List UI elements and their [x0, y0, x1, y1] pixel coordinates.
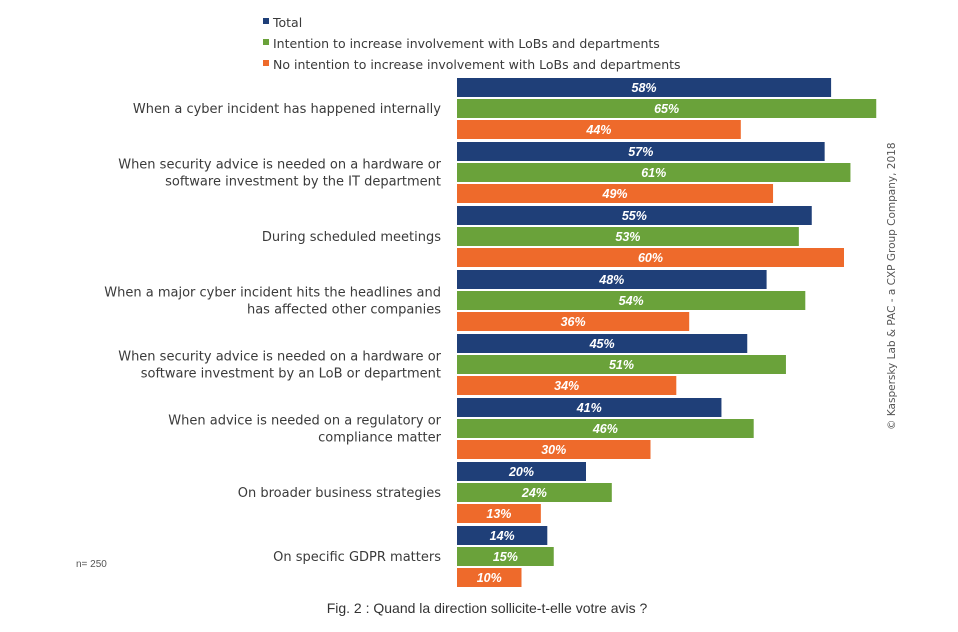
bar-4-1: [457, 355, 786, 374]
category-label-4-0: When security advice is needed on a hard…: [118, 350, 441, 365]
bar-value-2-0: 55%: [622, 209, 647, 223]
bar-value-0-0: 58%: [632, 81, 657, 95]
bar-value-2-2: 60%: [638, 251, 663, 265]
bar-value-5-1: 46%: [592, 422, 618, 436]
category-label-1-0: When security advice is needed on a hard…: [118, 158, 441, 173]
legend-swatch-2: [263, 60, 269, 66]
category-label-7-0: On specific GDPR matters: [273, 550, 441, 565]
bar-6-0: [457, 462, 586, 481]
bar-value-1-2: 49%: [602, 187, 628, 201]
legend-label-1: Intention to increase involvement with L…: [273, 36, 660, 51]
bar-4-0: [457, 334, 748, 353]
bar-3-2: [457, 312, 690, 331]
bar-value-3-1: 54%: [619, 294, 644, 308]
category-label-4-1: software investment by an LoB or departm…: [141, 367, 441, 382]
bar-value-3-2: 36%: [561, 315, 586, 329]
bar-value-7-2: 10%: [477, 571, 502, 585]
bar-4-2: [457, 376, 677, 395]
bar-value-0-1: 65%: [654, 102, 679, 116]
bar-2-2: [457, 248, 844, 267]
bar-value-7-0: 14%: [490, 529, 515, 543]
legend-label-0: Total: [272, 15, 302, 30]
bar-value-4-2: 34%: [554, 379, 579, 393]
bar-3-0: [457, 270, 767, 289]
bar-1-2: [457, 184, 774, 203]
bar-0-1: [457, 99, 877, 118]
bar-value-4-1: 51%: [609, 358, 634, 372]
bar-value-6-0: 20%: [508, 465, 534, 479]
bar-0-0: [457, 78, 832, 97]
bar-value-0-2: 44%: [585, 123, 611, 137]
bar-6-1: [457, 483, 612, 502]
category-labels: When a cyber incident has happened inter…: [104, 102, 441, 565]
bar-value-5-0: 41%: [576, 401, 602, 415]
bar-7-0: [457, 526, 548, 545]
bar-5-2: [457, 440, 651, 459]
figure-caption: Fig. 2 : Quand la direction sollicite-t-…: [327, 600, 648, 616]
bar-value-7-1: 15%: [493, 550, 518, 564]
bar-7-1: [457, 547, 554, 566]
bar-value-6-1: 24%: [521, 486, 547, 500]
bar-value-1-1: 61%: [641, 166, 666, 180]
category-label-0-0: When a cyber incident has happened inter…: [133, 102, 441, 117]
category-label-3-1: has affected other companies: [247, 303, 441, 318]
bar-2-1: [457, 227, 799, 246]
legend: Total Intention to increase involvement w…: [263, 15, 681, 72]
category-label-2-0: During scheduled meetings: [262, 230, 441, 245]
copyright-note: © Kaspersky Lab & PAC - a CXP Group Comp…: [886, 143, 898, 431]
bar-2-0: [457, 206, 812, 225]
bar-value-6-2: 13%: [486, 507, 511, 521]
category-label-6-0: On broader business strategies: [238, 486, 441, 501]
bar-value-1-0: 57%: [628, 145, 653, 159]
bar-value-5-2: 30%: [541, 443, 566, 457]
bar-value-4-0: 45%: [589, 337, 615, 351]
bar-3-1: [457, 291, 806, 310]
bar-1-0: [457, 142, 825, 161]
bar-value-2-1: 53%: [615, 230, 640, 244]
category-label-3-0: When a major cyber incident hits the hea…: [104, 286, 441, 301]
bar-6-2: [457, 504, 541, 523]
bar-value-3-0: 48%: [598, 273, 624, 287]
bar-5-0: [457, 398, 722, 417]
bar-7-2: [457, 568, 522, 587]
bar-1-1: [457, 163, 851, 182]
sample-size-note: n= 250: [76, 559, 107, 570]
bars: 58% 65% 44% 57% 61% 49% 55% 53% 60% 48% 54% 36%45% 5…: [457, 78, 877, 587]
legend-swatch-1: [263, 39, 269, 45]
category-label-1-1: software investment by the IT department: [165, 175, 441, 190]
bar-5-1: [457, 419, 754, 438]
category-label-5-1: compliance matter: [318, 431, 442, 446]
legend-label-2: No intention to increase involvement wit…: [273, 57, 681, 72]
bar-0-2: [457, 120, 741, 139]
category-label-5-0: When advice is needed on a regulatory or: [168, 414, 441, 429]
legend-swatch-0: [263, 18, 269, 24]
